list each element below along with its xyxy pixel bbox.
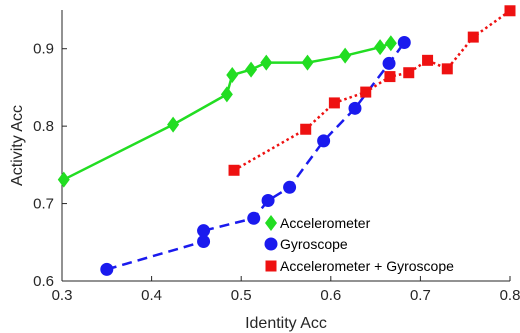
series-line: [233, 9, 511, 172]
y-tick-label: 0.7: [33, 196, 54, 213]
legend-label: Accelerometer: [280, 215, 371, 231]
legend-item: Accelerometer + Gyroscope: [265, 258, 454, 274]
x-tick-label: 0.8: [500, 287, 520, 304]
y-tick-label: 0.8: [33, 118, 54, 135]
y-tick-label: 0.9: [33, 41, 54, 58]
data-point: [317, 134, 331, 148]
data-point: [328, 97, 340, 109]
series-diamond: [57, 35, 397, 188]
x-tick-label: 0.3: [52, 287, 73, 304]
data-point: [384, 35, 397, 52]
data-point: [245, 61, 258, 78]
data-point: [197, 224, 211, 238]
x-ticks: 0.3 0.4 0.5 0.6 0.7 0.8: [52, 276, 520, 304]
axes: [61, 10, 510, 282]
data-point: [422, 54, 434, 66]
y-axis-label: Activity Acc: [9, 105, 26, 186]
data-point: [197, 235, 211, 249]
legend: Accelerometer Gyroscope Accelerometer + Gy…: [264, 215, 454, 274]
data-point: [382, 56, 396, 70]
series-circle: [100, 36, 411, 276]
series-line: [63, 42, 392, 181]
data-point: [57, 171, 70, 188]
data-point: [167, 116, 180, 133]
data-point: [283, 180, 297, 194]
data-point: [504, 5, 516, 17]
x-tick-label: 0.5: [231, 287, 252, 304]
x-axis-label: Identity Acc: [245, 315, 327, 332]
legend-label: Gyroscope: [280, 236, 348, 252]
data-point: [384, 71, 396, 83]
legend-label: Accelerometer + Gyroscope: [280, 258, 454, 274]
legend-marker: [265, 215, 277, 231]
data-point: [100, 262, 114, 276]
legend-item: Accelerometer: [265, 215, 371, 231]
x-tick-label: 0.6: [320, 287, 341, 304]
data-point: [360, 86, 372, 98]
legend-marker: [265, 260, 277, 272]
series-square: [228, 5, 516, 176]
series-layer: [57, 5, 516, 276]
data-point: [441, 63, 453, 75]
y-tick-label: 0.6: [33, 273, 54, 290]
series-line: [106, 41, 406, 271]
data-point: [374, 39, 387, 56]
x-tick-label: 0.7: [410, 287, 431, 304]
y-ticks: 0.6 0.7 0.8 0.9: [33, 41, 67, 290]
data-point: [300, 123, 312, 135]
legend-item: Gyroscope: [264, 236, 348, 252]
x-tick-label: 0.4: [141, 287, 162, 304]
legend-marker: [264, 237, 278, 251]
data-point: [247, 211, 261, 225]
data-point: [220, 86, 233, 103]
data-point: [348, 101, 362, 115]
data-point: [261, 193, 275, 207]
data-point: [467, 31, 479, 43]
data-point: [260, 54, 273, 71]
data-point: [397, 36, 411, 50]
data-point: [228, 164, 240, 176]
data-point: [403, 67, 415, 79]
data-point: [301, 54, 314, 71]
data-point: [339, 47, 352, 64]
data-point: [226, 67, 239, 84]
